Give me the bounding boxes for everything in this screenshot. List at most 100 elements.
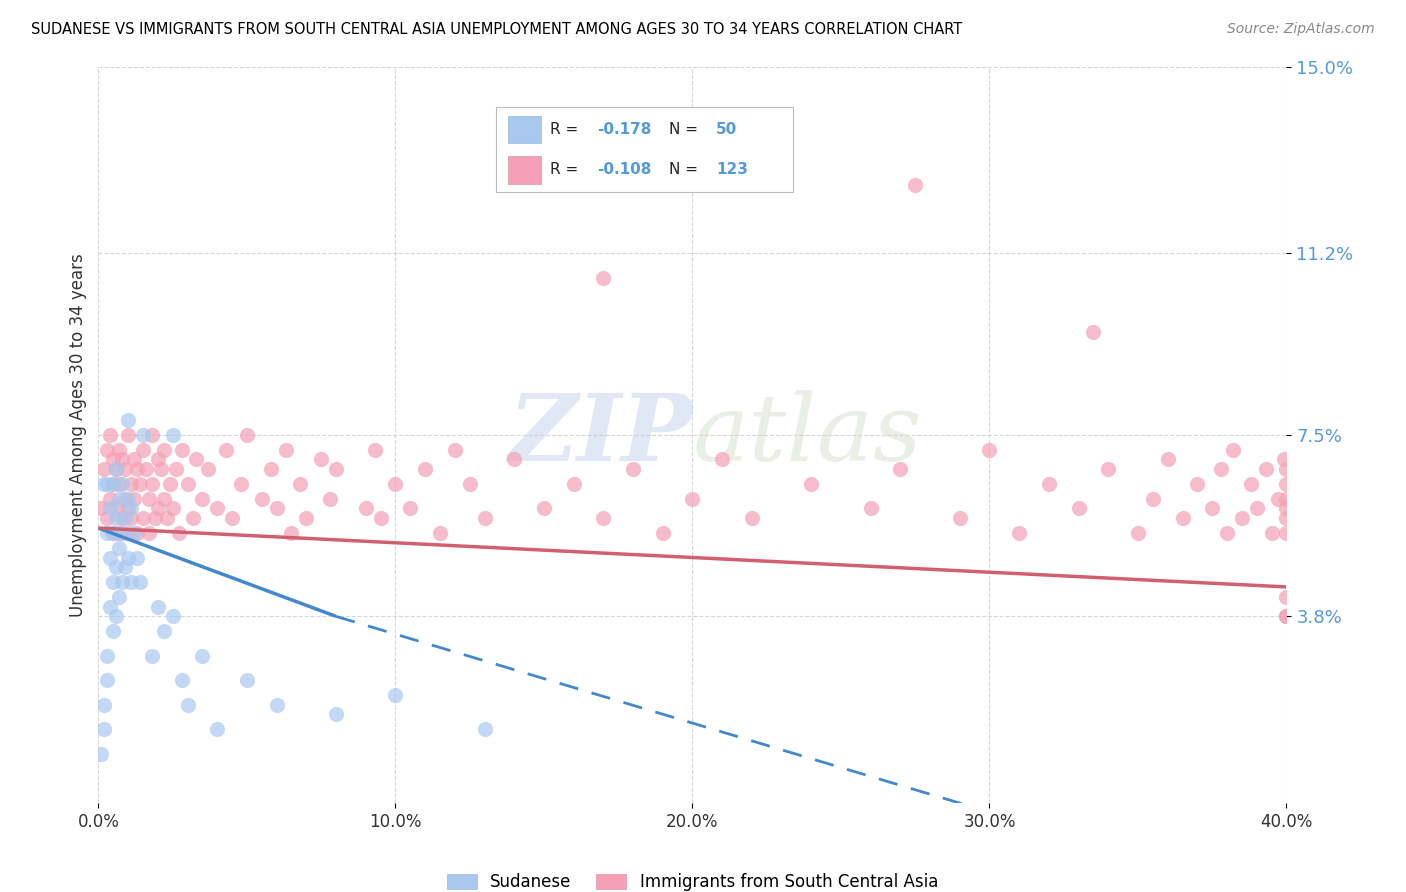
Point [1272, 452, 1295, 467]
Point [1275, 476, 1298, 491]
Point [98, 501, 121, 516]
Point [183, 511, 205, 525]
Point [443, 442, 465, 457]
Point [117, 491, 139, 506]
Point [105, 501, 128, 516]
Point [250, 491, 273, 506]
Point [105, 609, 128, 624]
Point [979, 442, 1001, 457]
Point [274, 442, 297, 457]
Point [90, 747, 112, 761]
Point [108, 476, 131, 491]
Point [120, 501, 142, 516]
Point [146, 452, 169, 467]
Point [138, 491, 160, 506]
Point [122, 491, 145, 506]
Point [93, 723, 115, 737]
Point [399, 501, 422, 516]
Point [1216, 525, 1239, 540]
Point [1275, 609, 1298, 624]
Point [1211, 462, 1233, 476]
Point [159, 476, 181, 491]
Point [129, 476, 152, 491]
Point [170, 673, 193, 687]
Point [141, 427, 163, 442]
Point [1008, 525, 1031, 540]
Point [621, 462, 644, 476]
Point [108, 541, 131, 555]
Point [122, 525, 145, 540]
Point [1126, 525, 1149, 540]
Point [1222, 442, 1244, 457]
Point [125, 462, 148, 476]
Point [114, 560, 136, 574]
Point [1246, 501, 1268, 516]
Point [90, 501, 112, 516]
Point [105, 462, 128, 476]
Y-axis label: Unemployment Among Ages 30 to 34 years: Unemployment Among Ages 30 to 34 years [69, 253, 87, 616]
Point [103, 476, 125, 491]
Point [108, 491, 131, 506]
Point [176, 698, 198, 712]
Point [319, 491, 342, 506]
Point [170, 442, 193, 457]
Point [1038, 476, 1060, 491]
Point [108, 590, 131, 604]
Point [413, 462, 436, 476]
Point [132, 442, 155, 457]
Point [162, 609, 184, 624]
Point [146, 599, 169, 614]
Point [120, 476, 142, 491]
Point [135, 462, 157, 476]
Point [132, 427, 155, 442]
Point [186, 452, 208, 467]
Text: SUDANESE VS IMMIGRANTS FROM SOUTH CENTRAL ASIA UNEMPLOYMENT AMONG AGES 30 TO 34 : SUDANESE VS IMMIGRANTS FROM SOUTH CENTRA… [31, 22, 962, 37]
Point [904, 178, 927, 192]
Point [949, 511, 972, 525]
Point [162, 427, 184, 442]
Point [111, 452, 134, 467]
Point [132, 511, 155, 525]
Point [229, 476, 252, 491]
Point [197, 462, 219, 476]
Point [1156, 452, 1178, 467]
Legend: Sudanese, Immigrants from South Central Asia: Sudanese, Immigrants from South Central … [440, 866, 945, 892]
Point [295, 511, 318, 525]
Point [1083, 325, 1105, 339]
Point [205, 501, 228, 516]
Point [384, 688, 406, 702]
Point [108, 525, 131, 540]
Point [1275, 462, 1298, 476]
Point [162, 501, 184, 516]
Point [103, 525, 125, 540]
Point [111, 511, 134, 525]
Point [98, 427, 121, 442]
Point [1171, 511, 1194, 525]
Text: Source: ZipAtlas.com: Source: ZipAtlas.com [1227, 22, 1375, 37]
Point [117, 427, 139, 442]
Point [1187, 476, 1209, 491]
Point [149, 462, 172, 476]
Point [503, 452, 526, 467]
Point [236, 673, 259, 687]
Point [96, 442, 118, 457]
Point [105, 511, 128, 525]
Point [533, 501, 555, 516]
Point [98, 491, 121, 506]
Point [1275, 501, 1298, 516]
Text: atlas: atlas [692, 390, 922, 480]
Point [125, 550, 148, 565]
Point [290, 476, 312, 491]
Point [592, 511, 614, 525]
Point [152, 491, 174, 506]
Point [1275, 511, 1298, 525]
Point [141, 476, 163, 491]
Point [141, 648, 163, 663]
Point [429, 525, 451, 540]
Point [138, 525, 160, 540]
Point [859, 501, 882, 516]
Point [1254, 462, 1277, 476]
Point [129, 574, 152, 589]
Point [96, 673, 118, 687]
Point [309, 452, 332, 467]
